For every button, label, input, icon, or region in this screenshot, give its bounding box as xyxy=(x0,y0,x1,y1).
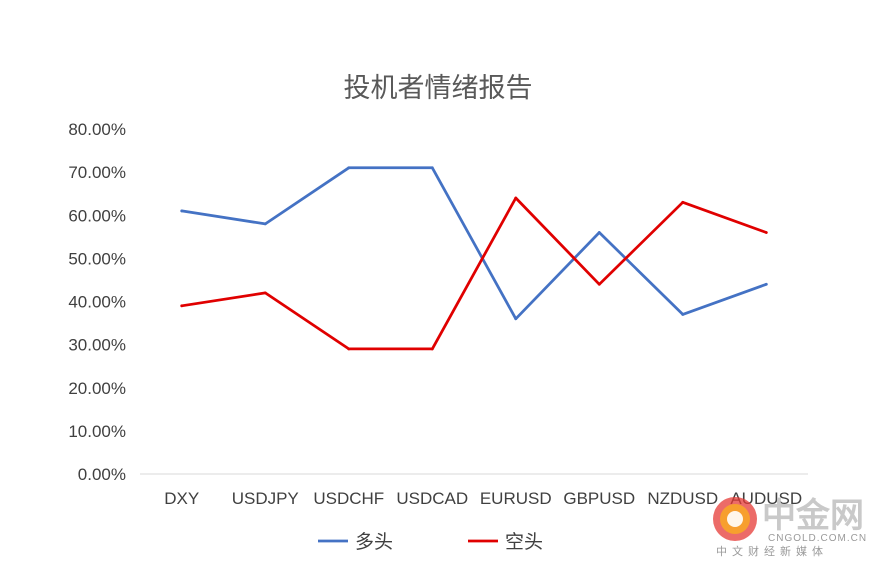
x-tick-label: NZDUSD xyxy=(647,489,718,508)
y-tick-label: 70.00% xyxy=(68,163,126,182)
data-point xyxy=(180,304,184,308)
data-point xyxy=(597,282,601,286)
x-tick-label: GBPUSD xyxy=(563,489,635,508)
watermark-tagline: 中文财经新媒体 xyxy=(716,544,828,558)
data-point xyxy=(180,209,184,213)
data-point xyxy=(347,347,351,351)
data-point xyxy=(347,166,351,170)
brand-logo-icon xyxy=(713,497,757,541)
y-tick-label: 50.00% xyxy=(68,249,126,268)
series-line-0 xyxy=(180,166,768,321)
legend: 多头 空头 xyxy=(318,531,543,553)
data-point xyxy=(681,200,685,204)
legend-label: 多头 xyxy=(355,531,393,553)
data-point xyxy=(597,231,601,234)
x-tick-label: EURUSD xyxy=(480,489,552,508)
y-tick-label: 60.00% xyxy=(68,206,126,225)
x-tick-label: DXY xyxy=(164,489,199,508)
data-point xyxy=(430,347,434,351)
y-tick-label: 10.00% xyxy=(68,422,126,441)
data-point xyxy=(514,317,518,321)
x-axis: DXY USDJPY USDCHF USDCAD EURUSD GBPUSD NZDUSD A… xyxy=(140,473,808,508)
data-point xyxy=(263,291,267,295)
y-tick-label: 0.00% xyxy=(78,465,126,484)
y-tick-label: 30.00% xyxy=(68,336,126,355)
x-tick-label: USDCHF xyxy=(313,489,384,508)
y-tick-label: 80.00% xyxy=(68,120,126,139)
data-point xyxy=(764,282,768,286)
data-point xyxy=(514,196,518,200)
watermark-site: CNGOLD.COM.CN xyxy=(768,533,867,544)
data-point xyxy=(263,222,267,226)
watermark-brand: 中金网 xyxy=(762,496,864,536)
y-tick-label: 20.00% xyxy=(68,379,126,398)
chart-title: 投机者情绪报告 xyxy=(344,73,533,104)
watermark: 中金网 CNGOLD.COM.CN 中文财经新媒体 xyxy=(713,496,867,558)
data-point xyxy=(764,231,768,234)
x-tick-label: USDCAD xyxy=(396,489,468,508)
x-tick-label: USDJPY xyxy=(232,489,299,508)
y-axis: 0.00% 10.00% 20.00% 30.00% 40.00% 50.00% 60.00… xyxy=(68,120,126,484)
series-line-1 xyxy=(180,196,768,351)
y-tick-label: 40.00% xyxy=(68,293,126,312)
legend-label: 空头 xyxy=(505,531,543,553)
series-layer xyxy=(180,166,768,351)
data-point xyxy=(681,313,685,316)
data-point xyxy=(430,166,434,170)
